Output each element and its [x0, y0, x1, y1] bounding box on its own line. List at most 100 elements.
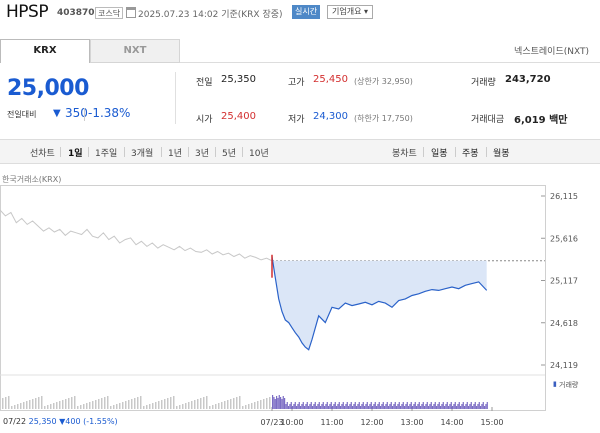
divider	[0, 139, 600, 140]
volume-bar	[161, 400, 163, 409]
candle-weekly[interactable]: 주봉	[462, 149, 479, 159]
volume-bar	[401, 404, 403, 409]
divider	[188, 147, 189, 157]
volume-bar	[369, 404, 371, 409]
volume-bar	[462, 402, 464, 409]
volume-bar	[309, 404, 311, 409]
volume-bar	[476, 406, 478, 409]
divider	[124, 147, 125, 157]
volume-bar	[446, 402, 448, 409]
open-value: 25,400	[221, 111, 256, 122]
volume-bar	[236, 397, 238, 409]
volume-bar	[468, 406, 470, 409]
volume-bar	[370, 402, 372, 409]
price-chart[interactable]: 26,115 25,616 25,117 24,618 24,119 07/2310:00…	[0, 185, 600, 433]
volume-bar	[301, 404, 303, 409]
volume-bar	[98, 399, 100, 409]
volume-bar	[432, 406, 434, 409]
volume-bar	[365, 404, 367, 409]
volume-bar	[312, 406, 314, 409]
volume-bar	[330, 402, 332, 409]
candle-monthly[interactable]: 월봉	[493, 149, 510, 159]
nextrade-label: 넥스트레이드(NXT)	[514, 47, 589, 57]
volume-bar	[194, 400, 196, 409]
volume-bar	[396, 406, 398, 409]
volume-bar	[428, 406, 430, 409]
volume-label: 거래량	[471, 78, 496, 88]
volume-bar	[321, 404, 323, 409]
low-value: 24,300	[313, 111, 348, 122]
period-10y[interactable]: 10년	[249, 149, 269, 159]
current-price: 25,000	[7, 76, 89, 101]
x-tick-label: 10:00	[280, 418, 303, 427]
volume-bar	[308, 406, 310, 409]
prev-close-label: 전일	[196, 78, 213, 88]
volume-bar	[452, 406, 454, 409]
volume-bar	[393, 404, 395, 409]
tab-nxt[interactable]: NXT	[90, 39, 180, 63]
calendar-icon	[126, 7, 136, 18]
volume-bar	[113, 405, 115, 409]
period-5y[interactable]: 5년	[222, 149, 237, 159]
volume-bar	[421, 404, 423, 409]
volume-bar	[480, 406, 482, 409]
volume-bar	[450, 402, 452, 409]
volume-bar	[155, 402, 157, 409]
candle-daily[interactable]: 일봉	[431, 149, 448, 159]
period-1y[interactable]: 1년	[168, 149, 183, 159]
volume-bar	[188, 402, 190, 409]
volume-bar	[306, 402, 308, 409]
volume-bar	[23, 402, 25, 409]
volume-bar	[71, 397, 73, 409]
volume-bar	[366, 402, 368, 409]
amount-label: 거래대금	[471, 115, 505, 125]
volume-bar	[209, 406, 211, 409]
volume-bar	[356, 406, 358, 409]
prev-day-close: 25,350	[28, 417, 57, 426]
volume-bar	[227, 400, 229, 409]
tab-krx[interactable]: KRX	[0, 39, 90, 63]
volume-bar	[107, 396, 109, 409]
volume-bar	[77, 406, 79, 409]
volume-bar	[89, 402, 91, 409]
candle-chart-toggle[interactable]: 봉차트	[392, 149, 417, 159]
volume-bar	[348, 406, 350, 409]
volume-bar	[224, 401, 226, 409]
volume-bar	[59, 401, 61, 409]
prev-day-change: ▼400 (-1.55%)	[59, 417, 118, 426]
x-tick-label: 11:00	[320, 418, 343, 427]
volume-bar	[458, 402, 460, 409]
volume-bar	[179, 405, 181, 409]
volume-bar	[182, 404, 184, 409]
volume-bar	[436, 406, 438, 409]
period-1w[interactable]: 1주일	[95, 149, 118, 159]
period-3m[interactable]: 3개월	[131, 149, 154, 159]
volume-bar	[62, 400, 64, 409]
volume-bar	[233, 398, 235, 409]
volume-bar	[101, 398, 103, 409]
lower-limit-note: (하한가 17,750)	[354, 114, 413, 123]
company-overview-dropdown[interactable]: 기업개요 ▾	[327, 5, 373, 19]
volume-bar	[390, 402, 392, 409]
prev-day-summary: 07/22 25,350 ▼400 (-1.55%)	[3, 417, 118, 426]
x-tick-label: 07/23	[260, 418, 283, 427]
volume-bar	[26, 401, 28, 409]
volume-bar	[382, 402, 384, 409]
volume-bar	[472, 406, 474, 409]
volume-bar	[20, 403, 22, 409]
volume-bar	[413, 404, 415, 409]
volume-bar	[378, 402, 380, 409]
line-chart-toggle[interactable]: 선차트	[30, 149, 55, 159]
volume-bar	[336, 406, 338, 409]
volume-bar	[333, 404, 335, 409]
volume-bar	[317, 404, 319, 409]
volume-bar	[284, 398, 286, 409]
volume-bar	[143, 406, 145, 409]
volume-bar	[289, 404, 291, 409]
volume-bar	[484, 406, 486, 409]
period-1d[interactable]: 1일	[68, 149, 83, 159]
market-badge: 코스닥	[95, 7, 124, 19]
period-3y[interactable]: 3년	[195, 149, 210, 159]
realtime-button[interactable]: 실시간	[292, 5, 321, 19]
volume-bar	[74, 396, 76, 409]
